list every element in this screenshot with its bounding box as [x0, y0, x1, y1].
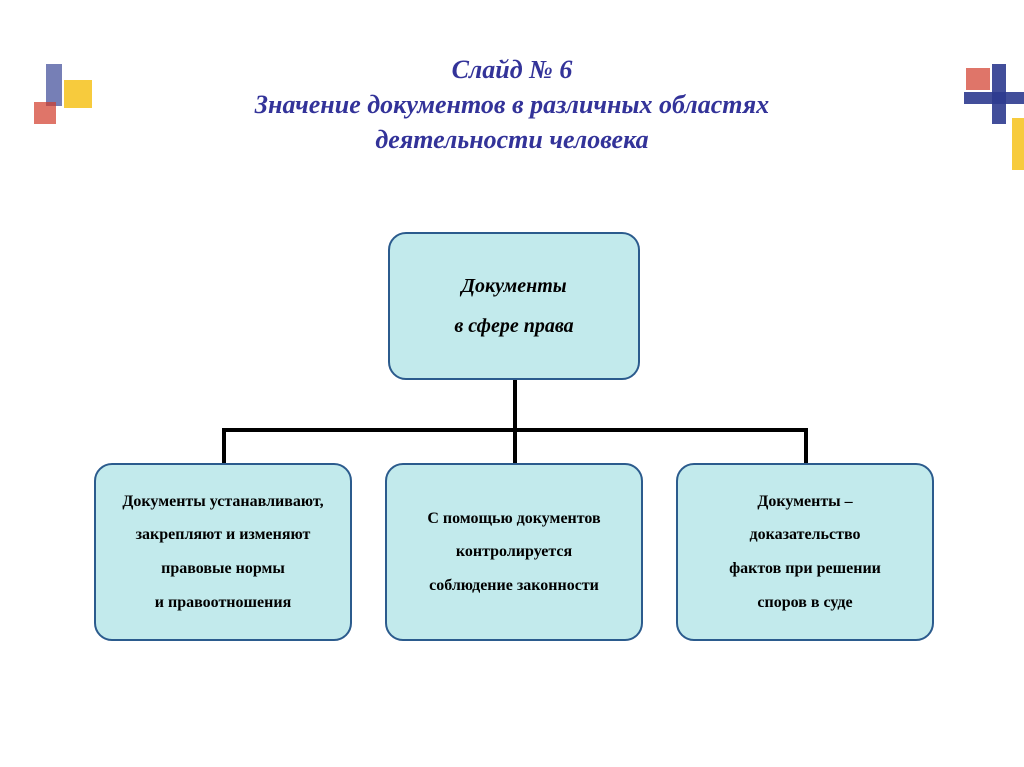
child1-l3: правовые нормы — [161, 552, 285, 586]
root-line-2: в сфере права — [454, 306, 573, 346]
connector-child-1 — [222, 428, 226, 463]
root-line-1: Документы — [461, 266, 566, 306]
child-node-3: Документы – доказательство фактов при ре… — [676, 463, 934, 641]
slide-stage: Слайд № 6 Значение документов в различны… — [0, 0, 1024, 767]
child1-l1: Документы устанавливают, — [122, 485, 323, 519]
slide-title: Слайд № 6 Значение документов в различны… — [0, 52, 1024, 157]
child1-l4: и правоотношения — [155, 586, 291, 620]
child2-l2: контролируется — [456, 535, 572, 569]
connector-child-2 — [513, 428, 517, 463]
child1-l2: закрепляют и изменяют — [136, 518, 311, 552]
child-node-2: С помощью документов контролируется собл… — [385, 463, 643, 641]
child3-l3: фактов при решении — [729, 552, 881, 586]
connector-root-stem — [513, 380, 517, 428]
title-line-2: Значение документов в различных областях — [0, 87, 1024, 122]
child3-l2: доказательство — [750, 518, 861, 552]
child3-l1: Документы – — [757, 485, 852, 519]
child2-l3: соблюдение законности — [429, 569, 599, 603]
title-line-1: Слайд № 6 — [0, 52, 1024, 87]
child2-l1: С помощью документов — [427, 502, 600, 536]
child3-l4: споров в суде — [757, 586, 852, 620]
title-line-3: деятельности человека — [0, 122, 1024, 157]
root-node: Документы в сфере права — [388, 232, 640, 380]
child-node-1: Документы устанавливают, закрепляют и из… — [94, 463, 352, 641]
connector-child-3 — [804, 428, 808, 463]
